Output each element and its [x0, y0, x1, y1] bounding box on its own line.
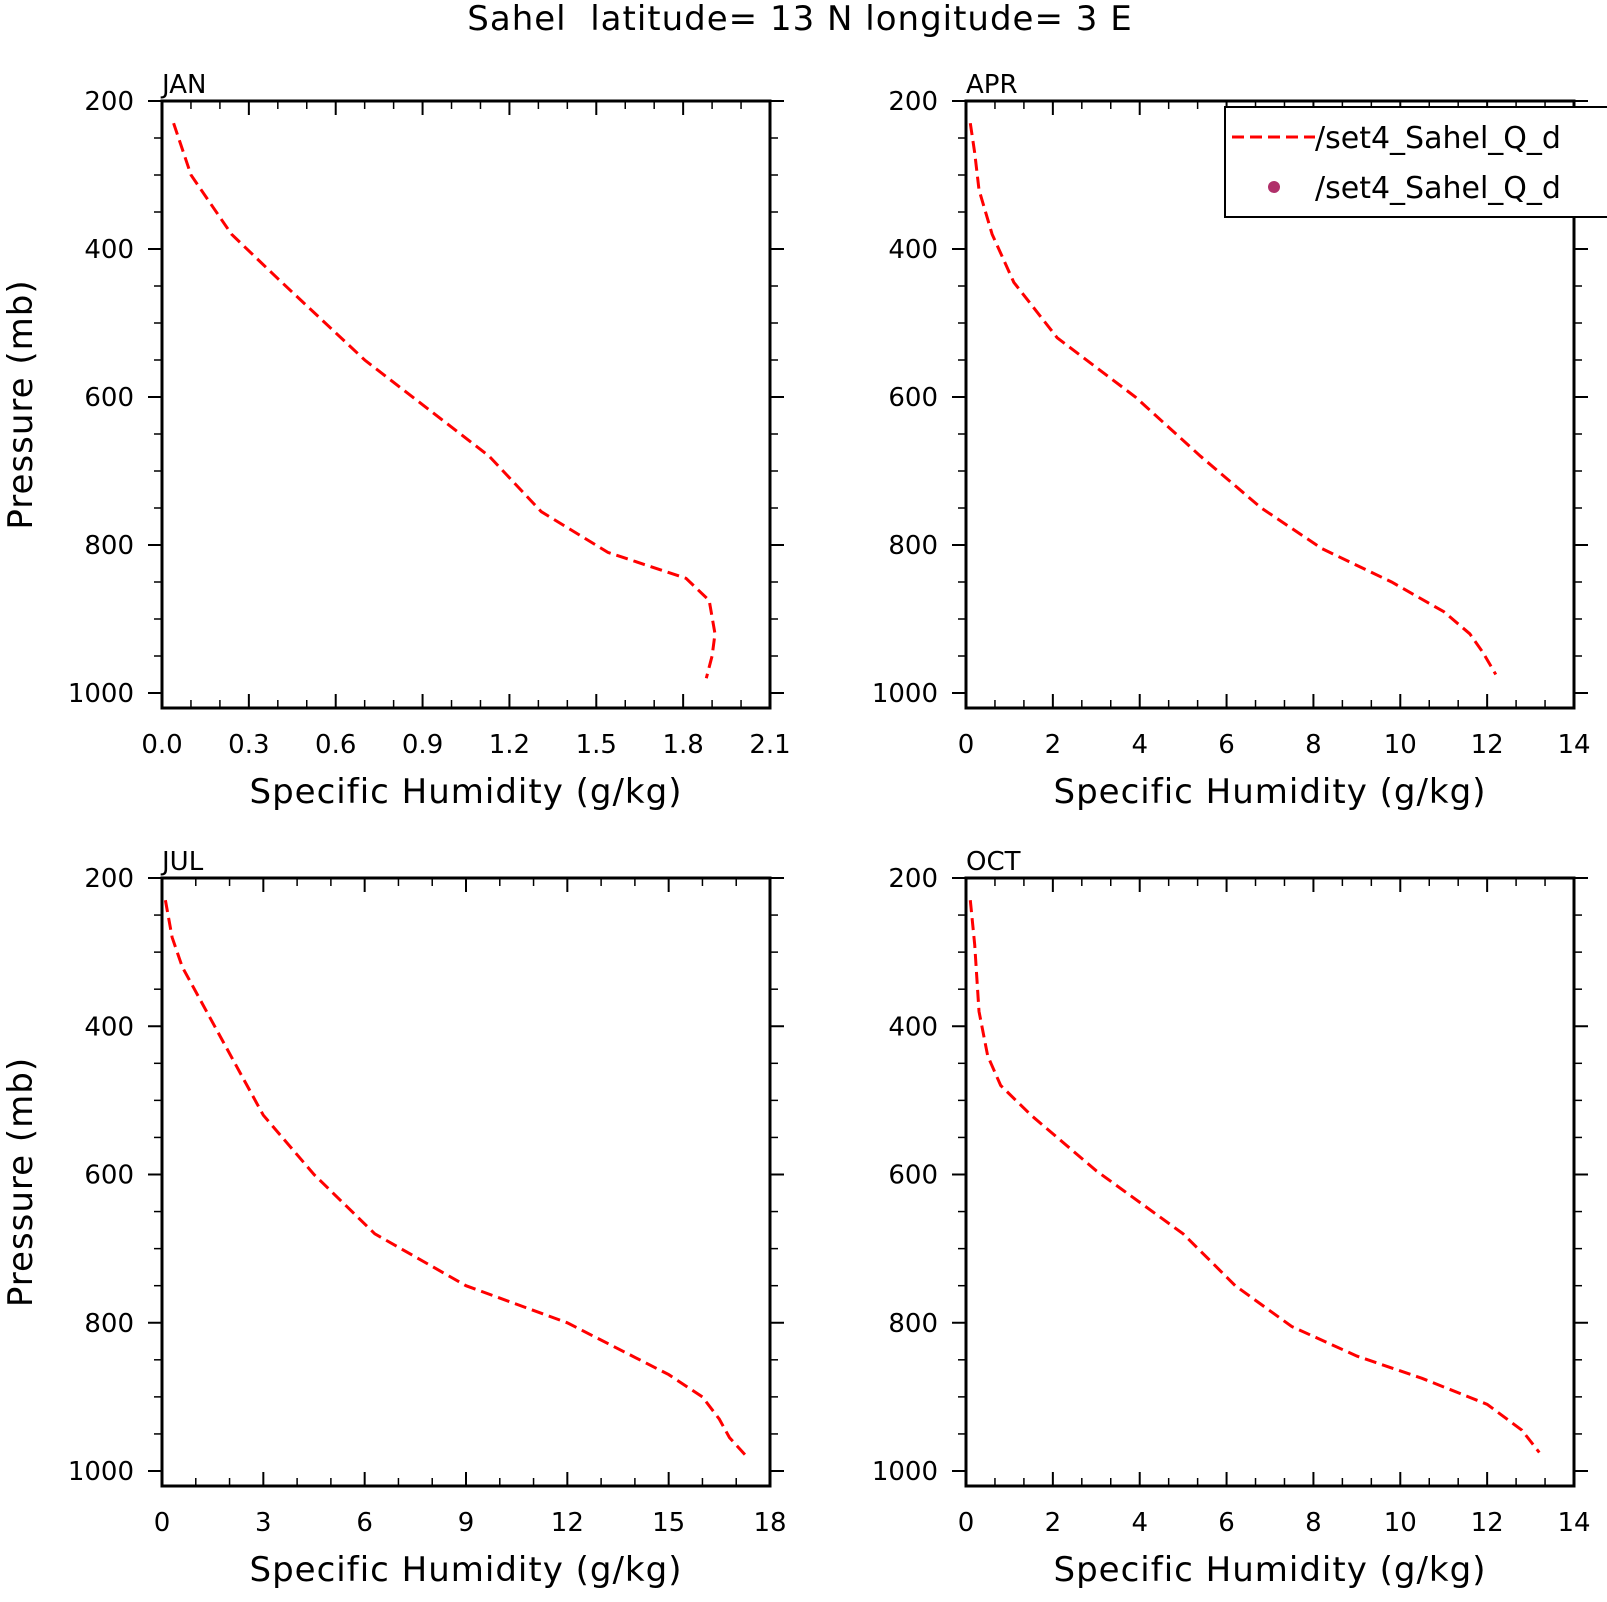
x-tick-label: 8	[1305, 730, 1322, 760]
panel-apr: APR 0 2 4 6 8 10 12 14 200 400 600 800 1000 Specific H…	[872, 70, 1591, 812]
x-tick-label: 1.8	[662, 730, 703, 760]
panel-oct: OCT 0 2 4 6 8 10 12 14 200 400 600 800 1000 Specific H…	[872, 847, 1591, 1590]
y-tick-label: 800	[888, 531, 938, 561]
y-tick-label: 400	[888, 1012, 938, 1042]
panel-jan: JAN 0.0 0.3 0.6 0.9 1.2 1.5 1.8 2.1 200 400 600 800 1…	[1, 70, 791, 812]
legend-marker-swatch	[1268, 181, 1280, 193]
y-tick-label: 200	[888, 87, 938, 117]
y-tick-label: 200	[84, 87, 134, 117]
y-tick-label: 600	[888, 383, 938, 413]
panel-label: JUL	[160, 847, 204, 877]
x-tick-label: 9	[458, 1508, 475, 1538]
panel-jul: JUL 0 3 6 9 12 15 18 200 400 600 800 1000 Specific Hu…	[1, 847, 787, 1590]
y-tick-label: 400	[84, 1012, 134, 1042]
y-tick-label: 400	[888, 235, 938, 265]
x-tick-label: 6	[1218, 1508, 1235, 1538]
x-tick-label: 1.5	[576, 730, 617, 760]
x-tick-label: 12	[1471, 730, 1504, 760]
x-tick-label: 4	[1131, 730, 1148, 760]
x-tick-label: 2	[1045, 1508, 1062, 1538]
y-tick-label: 200	[84, 864, 134, 894]
x-axis-label: Specific Humidity (g/kg)	[1054, 1550, 1487, 1590]
y-tick-label: 800	[84, 1309, 134, 1339]
x-tick-label: 2	[1045, 730, 1062, 760]
x-axis-label: Specific Humidity (g/kg)	[1054, 772, 1487, 812]
y-tick-label: 1000	[872, 679, 938, 709]
x-tick-label: 12	[1471, 1508, 1504, 1538]
x-tick-label: 3	[255, 1508, 272, 1538]
y-axis-label: Pressure (mb)	[1, 279, 41, 529]
x-axis-label: Specific Humidity (g/kg)	[250, 772, 683, 812]
x-tick-label: 18	[753, 1508, 786, 1538]
y-tick-label: 600	[888, 1161, 938, 1191]
x-tick-label: 10	[1384, 1508, 1417, 1538]
y-tick-label: 1000	[68, 679, 134, 709]
y-tick-label: 1000	[68, 1457, 134, 1487]
x-tick-label: 15	[652, 1508, 685, 1538]
series-line	[968, 900, 1541, 1454]
series-line	[968, 122, 1498, 676]
x-tick-label: 0.3	[228, 730, 269, 760]
x-tick-label: 0	[958, 1508, 975, 1538]
x-tick-label: 0	[154, 1508, 171, 1538]
series-line	[172, 122, 717, 679]
y-axis-label: Pressure (mb)	[1, 1057, 41, 1307]
x-tick-label: 4	[1131, 1508, 1148, 1538]
figure-title: Sahel latitude= 13 N longitude= 3 E	[467, 0, 1132, 39]
x-tick-label: 14	[1557, 730, 1590, 760]
plot-frame	[964, 876, 1576, 1488]
x-tick-label: 2.1	[749, 730, 790, 760]
legend-entry-label: /set4_Sahel_Q_d	[1315, 171, 1561, 206]
panel-label: APR	[966, 70, 1018, 100]
x-tick-label: 8	[1305, 1508, 1322, 1538]
y-tick-label: 1000	[872, 1457, 938, 1487]
x-tick-label: 6	[356, 1508, 373, 1538]
y-tick-label: 600	[84, 1161, 134, 1191]
series-line	[163, 899, 748, 1458]
x-tick-label: 14	[1557, 1508, 1590, 1538]
x-tick-label: 6	[1218, 730, 1235, 760]
y-tick-label: 800	[888, 1309, 938, 1339]
y-tick-label: 800	[84, 531, 134, 561]
x-tick-label: 0.9	[402, 730, 443, 760]
plot-frame	[160, 99, 772, 710]
legend: /set4_Sahel_Q_d /set4_Sahel_Q_d	[1224, 106, 1607, 218]
x-tick-label: 12	[551, 1508, 584, 1538]
x-tick-label: 0.6	[315, 730, 356, 760]
legend-entry-label: /set4_Sahel_Q_d	[1315, 121, 1561, 156]
y-tick-label: 600	[84, 383, 134, 413]
y-tick-label: 200	[888, 864, 938, 894]
y-tick-label: 400	[84, 235, 134, 265]
x-tick-label: 1.2	[489, 730, 530, 760]
plot-frame	[160, 876, 772, 1488]
x-tick-label: 0.0	[141, 730, 182, 760]
plot-frame	[964, 99, 1576, 710]
x-tick-label: 0	[958, 730, 975, 760]
panel-label: OCT	[966, 847, 1021, 877]
x-axis-label: Specific Humidity (g/kg)	[250, 1550, 683, 1590]
legend-box	[1224, 106, 1607, 218]
x-tick-label: 10	[1384, 730, 1417, 760]
panel-label: JAN	[160, 70, 206, 100]
